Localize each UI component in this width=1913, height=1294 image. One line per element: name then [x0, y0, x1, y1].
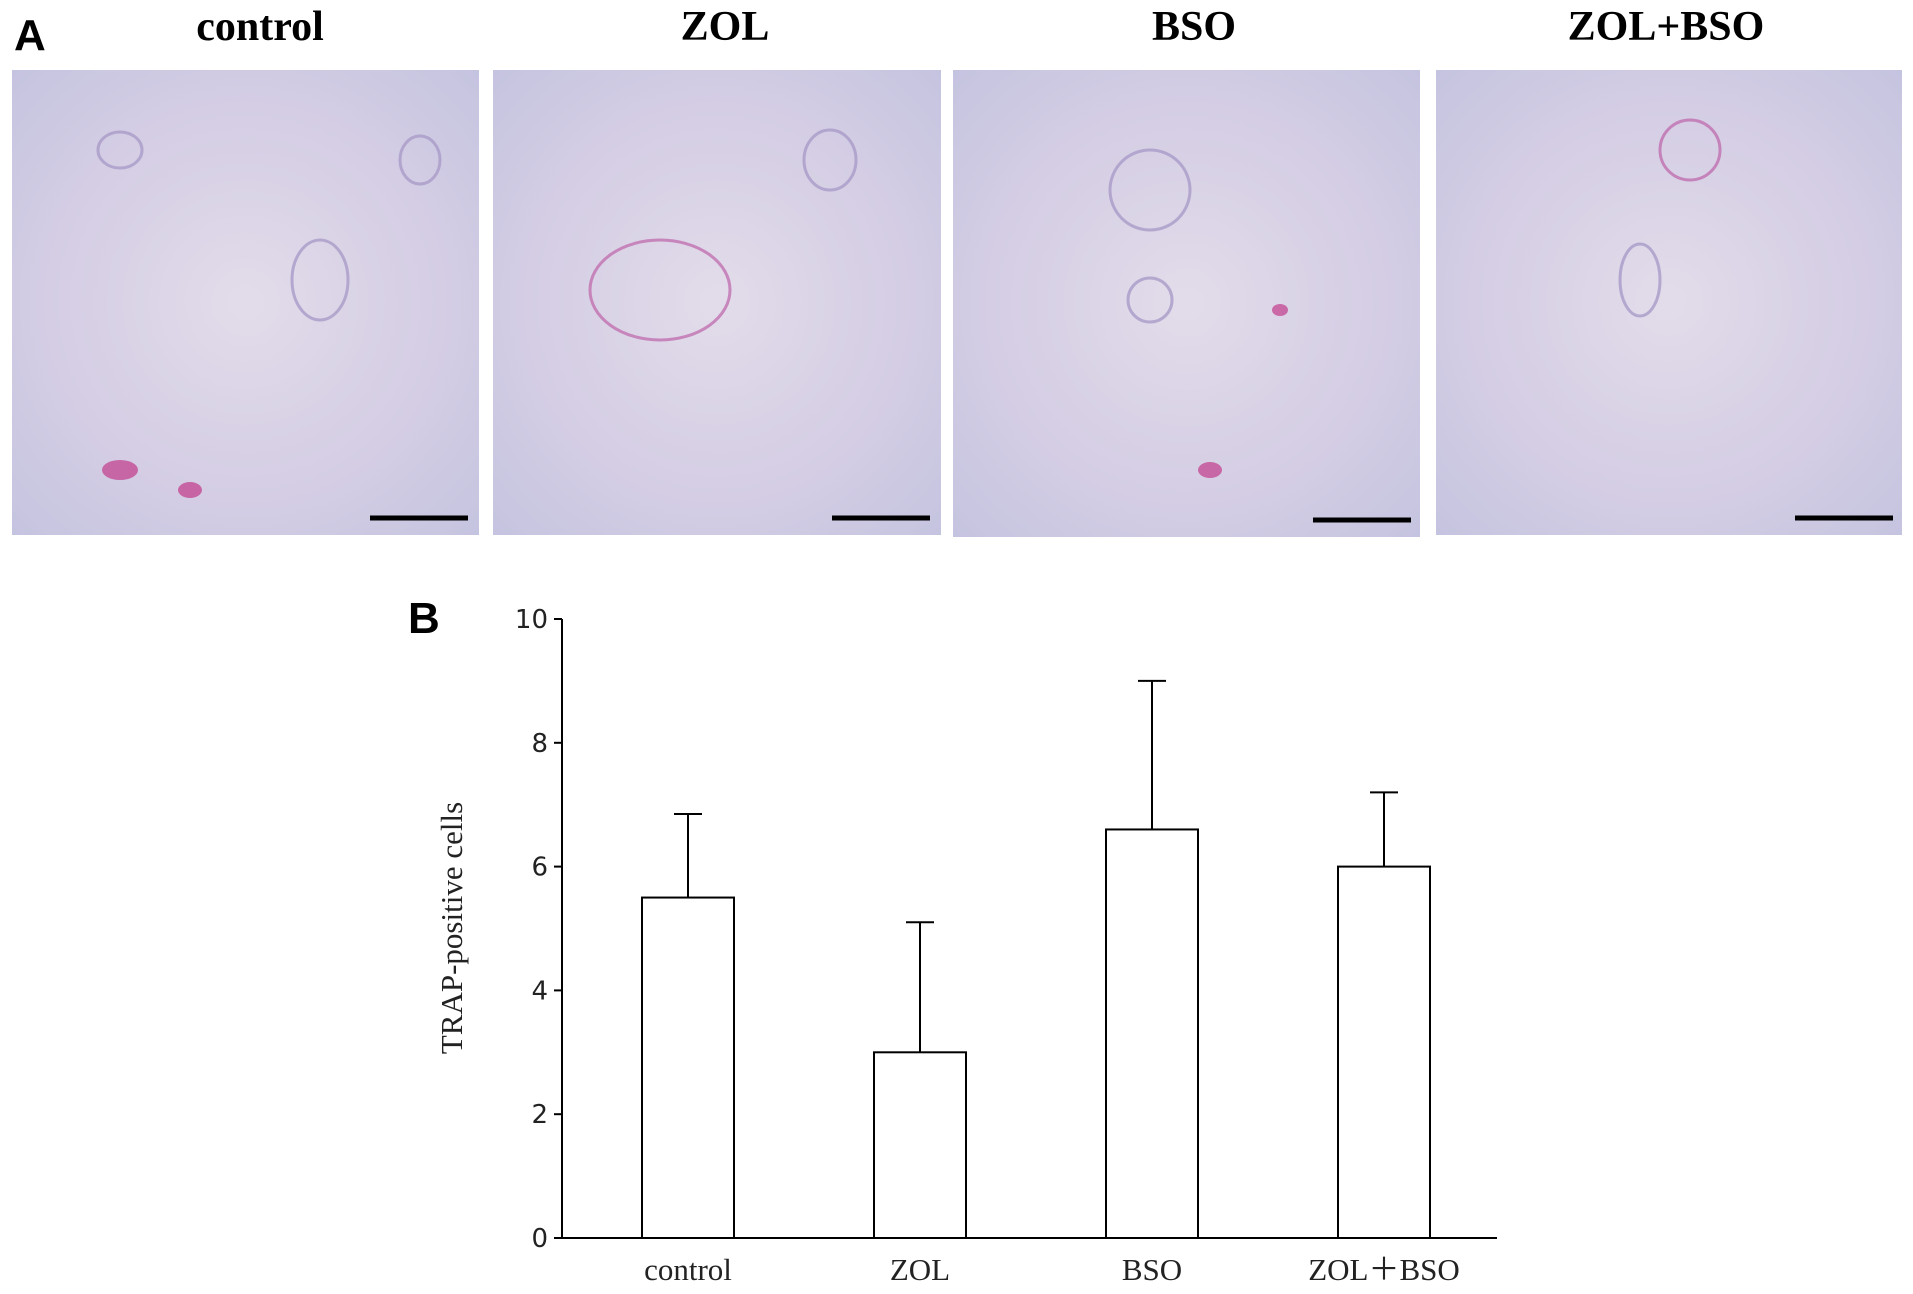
micrograph [12, 70, 479, 535]
micrograph-title: control [196, 4, 324, 50]
panel-label: A [14, 11, 46, 60]
micrograph-title: BSO [1152, 4, 1236, 50]
x-tick-label: BSO [1122, 1252, 1182, 1287]
y-tick-label: 2 [531, 1100, 548, 1130]
micrograph-title: ZOL+BSO [1568, 4, 1765, 50]
x-tick-label: control [644, 1252, 732, 1287]
bar [1105, 828, 1199, 1240]
panel-label: B [408, 594, 440, 643]
y-tick-label: 4 [531, 976, 548, 1006]
micrograph [953, 70, 1420, 537]
micrograph [1436, 70, 1902, 535]
bar [873, 1051, 967, 1240]
bar [1337, 865, 1431, 1239]
x-tick-label: ZOL＋BSO [1308, 1252, 1460, 1287]
micrographs [12, 70, 1902, 537]
y-tick-label: 0 [531, 1224, 548, 1254]
micrograph-title: ZOL [681, 4, 770, 50]
plot: 0 2 4 6 8 10 control ZOL BSO ZOL＋BSO [515, 605, 1497, 1287]
y-tick-label: 10 [515, 605, 548, 635]
y-axis-label: TRAP-positive cells [434, 802, 469, 1054]
y-tick-label: 8 [531, 729, 548, 759]
x-tick-label: ZOL [890, 1252, 950, 1287]
micrograph [493, 70, 941, 535]
y-tick-label: 6 [531, 853, 548, 883]
bar [641, 896, 735, 1239]
